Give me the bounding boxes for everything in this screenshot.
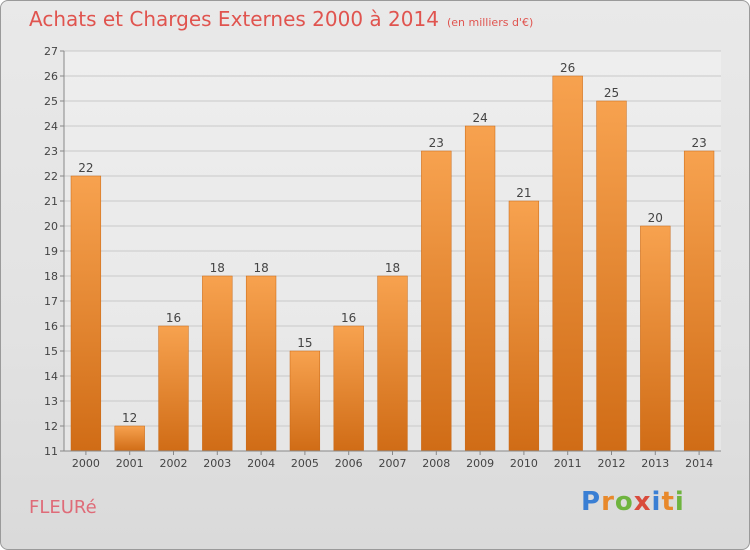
y-tick-label: 15 [44,345,58,358]
y-tick-label: 23 [44,145,58,158]
value-label: 18 [210,261,225,275]
y-tick-label: 13 [44,395,58,408]
bars [70,75,715,452]
x-tick-labels: 2000 2001 2002 2003 2004 2005 2006 2007 2008 2009… [72,451,713,470]
x-tick-label: 2000 [72,457,100,470]
value-label: 18 [253,261,268,275]
y-tick-label: 12 [44,420,58,433]
bar-2004 [245,275,277,452]
y-tick-label: 26 [44,70,58,83]
bar-2001 [114,425,145,452]
y-tick-label: 14 [44,370,58,383]
proxiti-logo: Proxiti [581,487,685,517]
y-tick-label: 27 [44,45,58,58]
y-tick-label: 19 [44,245,58,258]
logo-letter: o [614,487,634,517]
value-label: 23 [429,136,444,150]
y-tick-label: 17 [44,295,58,308]
x-tick-label: 2011 [554,457,582,470]
bar-2009 [464,125,496,452]
x-tick-label: 2001 [116,457,144,470]
y-tick-labels: 11 12 13 14 15 16 17 18 19 20 21 22 23 24 25 26 27 [44,45,58,458]
value-label: 18 [385,261,400,275]
bar-2000 [70,175,102,452]
x-tick-label: 2004 [247,457,275,470]
x-tick-label: 2010 [510,457,538,470]
y-tick-label: 22 [44,170,58,183]
bar-2013 [640,225,671,452]
value-labels: 22 12 16 18 18 15 16 18 23 24 21 26 25 20 23 [78,61,706,425]
value-label: 16 [341,311,356,325]
value-label: 26 [560,61,575,75]
value-label: 25 [604,86,619,100]
value-label: 22 [78,161,93,175]
logo-letter: P [581,487,602,517]
value-label: 24 [472,111,487,125]
y-tick-label: 25 [44,95,58,108]
x-tick-label: 2008 [422,457,450,470]
logo-letter: r [601,487,615,517]
logo-letter: i [651,487,662,517]
chart-title: Achats et Charges Externes 2000 à 2014 [29,7,439,31]
value-label: 23 [691,136,706,150]
bar-2010 [508,200,540,452]
y-tick-label: 21 [44,195,58,208]
value-label: 21 [516,186,531,200]
logo-letter: x [633,487,652,517]
value-label: 15 [297,336,312,350]
logo-letter: t [661,487,675,517]
x-tick-label: 2003 [203,457,231,470]
value-label: 20 [648,211,663,225]
chart-unit: (en milliers d'€) [446,16,534,29]
bar-2014 [683,150,715,452]
logo-letter: i [674,487,685,517]
x-tick-label: 2006 [335,457,363,470]
bar-2012 [596,100,627,452]
chart-title-area: Achats et Charges Externes 2000 à 2014 (e… [29,7,533,31]
bar-2006 [333,325,364,452]
y-tick-label: 18 [44,270,58,283]
bar-2003 [202,275,233,452]
value-label: 16 [166,311,181,325]
x-tick-label: 2009 [466,457,494,470]
y-tick-label: 16 [44,320,58,333]
y-tick-label: 20 [44,220,58,233]
y-tick-label: 11 [44,445,58,458]
y-tick-label: 24 [44,120,58,133]
place-name: FLEURé [29,497,97,518]
bar-2002 [158,325,189,452]
value-label: 12 [122,411,137,425]
bar-2005 [289,350,321,452]
x-tick-label: 2014 [685,457,713,470]
x-tick-label: 2013 [641,457,669,470]
bar-2007 [377,275,408,452]
x-tick-label: 2002 [160,457,188,470]
x-tick-label: 2012 [598,457,626,470]
x-tick-label: 2007 [379,457,407,470]
x-tick-label: 2005 [291,457,319,470]
bar-2011 [552,75,583,452]
bar-2008 [421,150,452,452]
